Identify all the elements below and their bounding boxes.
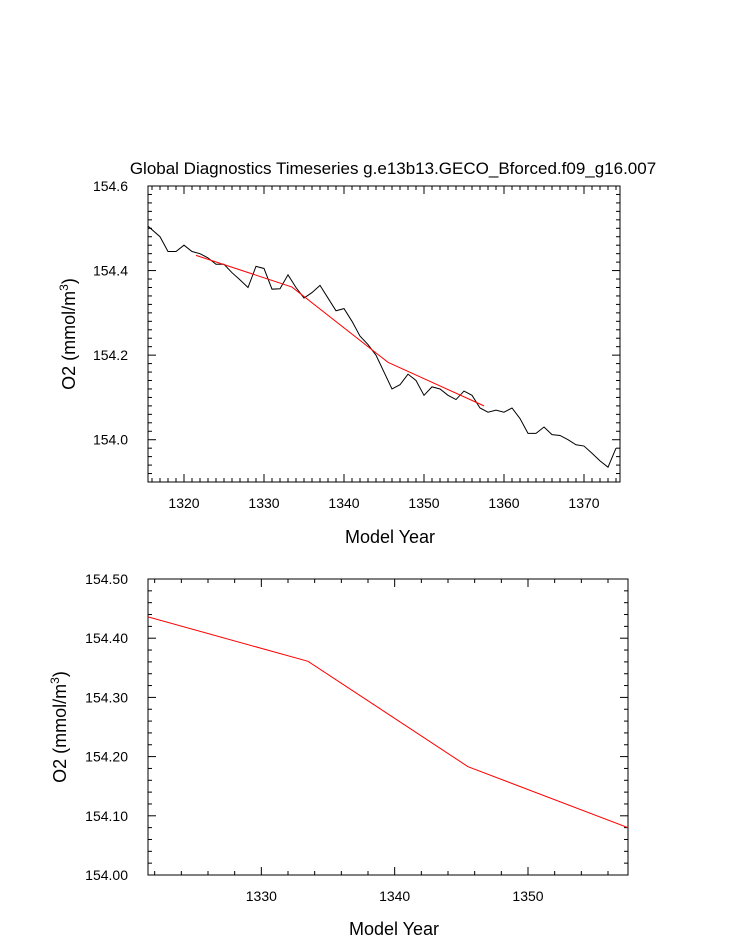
chart-2: 1330 1340 1350 154.00 154.10 154.20 154.30 154.…: [48, 571, 629, 939]
y-tick-label: 154.20: [85, 749, 128, 765]
series-line-trend: [195, 254, 485, 407]
chart-title: Global Diagnostics Timeseries g.e13b13.G…: [130, 159, 656, 178]
y-tick-label: 154.40: [85, 630, 128, 646]
x-tick-label: 1340: [328, 495, 359, 511]
y-tick-label: 154.4: [93, 263, 128, 279]
y-tick-label: 154.6: [93, 178, 128, 194]
x-tick-label: 1360: [488, 495, 519, 511]
x-tick-label: 1340: [379, 888, 410, 904]
x-tick-label: 1330: [248, 495, 279, 511]
y-axis-label: O2 (mmol/m3): [57, 278, 79, 390]
y-axis-label: O2 (mmol/m3): [48, 671, 70, 783]
y-tick-label: 154.2: [93, 347, 128, 363]
y-tick-label: 154.50: [85, 571, 128, 587]
x-tick-label: 1320: [168, 495, 199, 511]
y-tick-label: 154.0: [93, 432, 128, 448]
y-tick-label: 154.10: [85, 808, 128, 824]
x-axis-label: Model Year: [345, 527, 435, 547]
plot-frame: [147, 578, 629, 876]
x-tick-label: 1350: [512, 888, 543, 904]
y-tick-label: 154.30: [85, 689, 128, 705]
chart-1: 1320 1330 1340 1350 1360 1370 154.0 154.2 154.4 1…: [57, 159, 656, 547]
x-tick-label: 1330: [246, 888, 277, 904]
x-tick-label: 1350: [408, 495, 439, 511]
plot-frame: [147, 185, 621, 483]
x-tick-label: 1370: [568, 495, 599, 511]
x-axis-label: Model Year: [349, 919, 439, 939]
series-line-annual-mean: [148, 225, 617, 469]
y-tick-label: 154.00: [85, 867, 128, 883]
series-line-trend: [148, 616, 628, 829]
